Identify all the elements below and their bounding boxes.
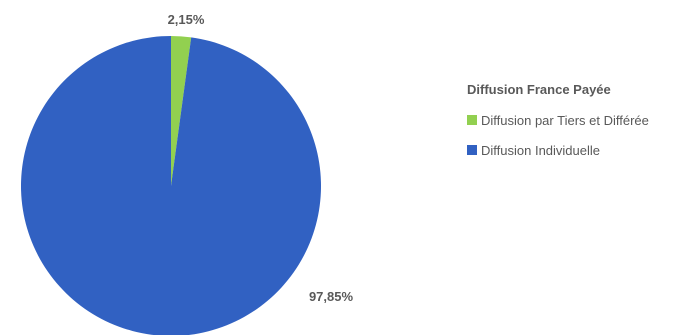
pie-slices	[21, 36, 321, 335]
pie-data-label-1: 97,85%	[309, 289, 354, 304]
legend-swatch-individuelle	[467, 145, 477, 155]
legend-label-individuelle: Diffusion Individuelle	[481, 142, 600, 158]
pie-slice-1	[21, 36, 321, 335]
legend-title: Diffusion France Payée	[467, 82, 611, 97]
legend-label-tiers: Diffusion par Tiers et Différée	[481, 112, 649, 128]
legend-item-tiers: Diffusion par Tiers et Différée	[467, 112, 693, 128]
pie-data-labels: 2,15% 97,85%	[168, 12, 354, 304]
legend-item-individuelle: Diffusion Individuelle	[467, 142, 693, 158]
legend-swatch-tiers	[467, 115, 477, 125]
pie-data-label-0: 2,15%	[168, 12, 205, 27]
legend: Diffusion France Payée Diffusion par Tie…	[467, 82, 693, 173]
pie-slice-0	[171, 36, 192, 186]
